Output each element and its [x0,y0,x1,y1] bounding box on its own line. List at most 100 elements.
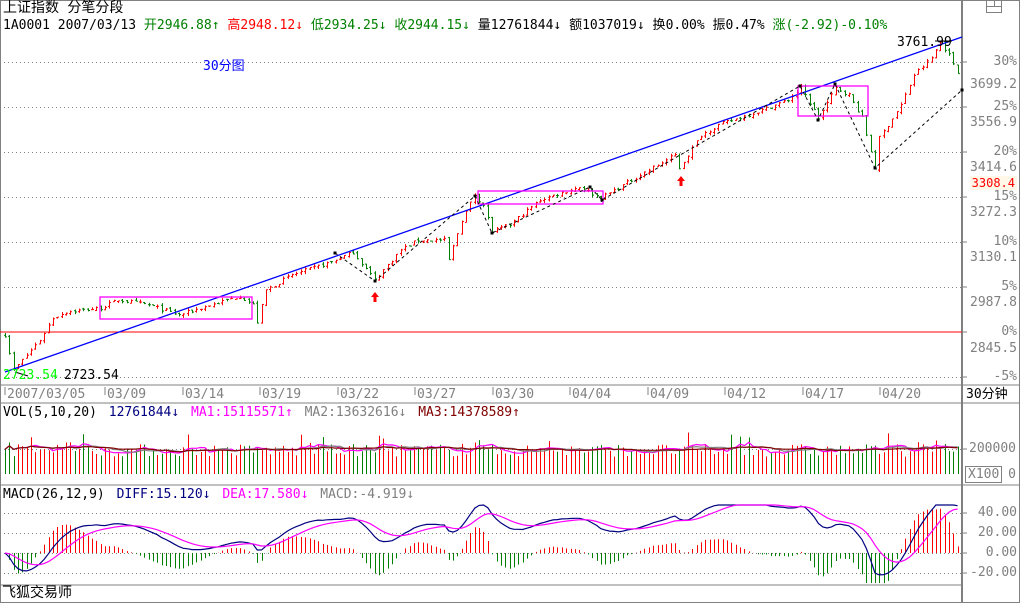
wave-point [588,185,592,189]
wave-point [798,84,802,88]
date-tick: 2007/03/05 [7,387,86,402]
amount-label: 额 [569,18,583,33]
volume-label: 量 [477,18,491,33]
low-value: 2934.25 [323,18,379,33]
window-restore-icon[interactable] [986,0,1002,13]
low-marker-line [14,371,29,377]
wave-point [816,118,820,122]
percent-tick: 10% [993,234,1017,249]
date-tick: 03/22 [340,387,380,402]
app-name: 飞狐交易师 [2,585,72,601]
macd-dea: DEA:17.580↓ [222,487,309,502]
high-value: 2948.12 [240,18,296,33]
percent-tick: 20% [993,144,1017,159]
high-label: 高 [227,18,241,33]
period-label[interactable]: 30分钟 [966,387,1008,402]
wave-line [334,82,963,282]
volume-value: 12761844 [490,18,554,33]
red-up-arrow-icon [371,292,379,302]
change-value: (-2.92)-0.10% [785,18,888,33]
percent-tick: 5% [1001,279,1017,294]
turnover-value: 0.00% [665,18,705,33]
date-tick: 04/17 [805,387,845,402]
arrow-down-icon: ↓ [462,18,470,33]
change-label: 涨 [772,18,786,33]
macd-diff: DIFF:15.120↓ [116,487,211,502]
consolidation-box [797,85,869,117]
low-label: 低 [310,18,324,33]
window-title: 上证指数 分笔分段 [3,0,124,16]
wave-point [600,198,604,202]
cursor-date: 2007/03/13 [57,18,137,33]
price-tick: 2987.8 [970,295,1017,310]
close-label: 收 [394,18,408,33]
volume-tick: 0 [1008,467,1016,482]
percent-tick: 0% [1001,324,1017,339]
price-tick: 3130.1 [970,250,1017,265]
arrow-up-icon: ↑ [211,18,220,33]
turnover-label: 换 [652,18,666,33]
macd-tick: 0.00 [985,545,1017,560]
percent-tick: 30% [993,54,1017,69]
price-tick: 2845.5 [970,341,1017,356]
wave-point [373,279,377,283]
close-value: 2944.15 [407,18,463,33]
high-price-label: 3761.99 [897,35,952,50]
percent-tick: 25% [993,99,1017,114]
date-tick: 03/30 [495,387,535,402]
volume-ma3: MA3:14378589↑ [418,405,520,420]
date-tick: 04/20 [882,387,922,402]
red-up-arrow-icon [677,176,685,186]
volume-unit-label: X100 [965,466,1003,483]
volume-ma2: MA2:13632616↓ [304,405,407,420]
wave-point [333,251,337,255]
arrow-down-icon: ↓ [378,18,387,33]
date-tick: 03/27 [417,387,457,402]
date-tick: 04/09 [650,387,690,402]
macd-value: MACD:-4.919↓ [320,487,415,502]
wave-point [960,88,964,92]
consolidation-box [99,296,253,320]
open-label: 开 [143,18,157,33]
date-tick: 03/14 [185,387,225,402]
date-tick: 03/09 [107,387,147,402]
macd-dea-line [4,504,958,566]
arrow-down-icon: ↓ [295,18,304,33]
macd-tick: -20.00 [970,565,1017,580]
macd-legend: MACD(26,12,9) DIFF:15.120↓ DEA:17.580↓ M… [3,487,415,502]
wave-point [473,194,477,198]
price-tick: 3272.3 [970,205,1017,220]
volume-ma3-line [4,445,958,453]
stock-code: 1A0001 [3,18,50,33]
arrow-down-icon: ↓ [636,18,645,33]
arrow-down-icon: ↓ [553,18,562,33]
date-tick: 04/12 [727,387,767,402]
amplitude-label: 振 [712,18,726,33]
info-bar: 1A0001 2007/03/13 开2946.88↑ 高2948.12↓ 低2… [3,19,887,33]
open-value: 2946.88 [156,18,212,33]
cursor-price-label: 3308.4 [969,176,1017,190]
percent-tick: 15% [993,189,1017,204]
price-tick: 3699.2 [970,77,1017,92]
wave-point [873,166,877,170]
wave-point [490,231,494,235]
volume-legend: VOL(5,10,20) 12761844↓ MA1:15115571↑ MA2… [3,405,520,420]
volume-current: 12761844↓ [108,405,180,420]
volume-tick: 200000 [969,441,1016,456]
low-price-label: 2723.54 [64,368,119,383]
amplitude-value: 0.47% [725,18,765,33]
percent-tick: -5% [993,369,1017,384]
date-tick: 03/19 [262,387,302,402]
macd-tick: 20.00 [977,525,1017,540]
low-price-label-shadow: 2723.54 [3,368,58,383]
wave-point [833,82,837,86]
price-tick: 3414.6 [970,160,1017,175]
price-tick: 3556.9 [970,115,1017,130]
consolidation-box [477,190,604,205]
volume-ma1: MA1:15115571↑ [191,405,293,420]
chart-title: 30分图 [203,59,245,74]
amount-value: 1037019 [582,18,637,33]
